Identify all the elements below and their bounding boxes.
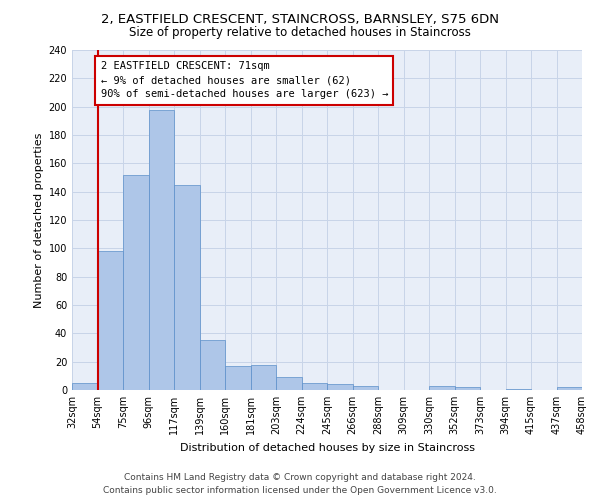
Text: Contains HM Land Registry data © Crown copyright and database right 2024.
Contai: Contains HM Land Registry data © Crown c…	[103, 473, 497, 495]
Bar	[123, 174, 149, 390]
Bar	[429, 386, 455, 390]
Bar	[302, 383, 327, 390]
Bar	[251, 364, 276, 390]
Bar	[174, 184, 199, 390]
Bar	[276, 378, 302, 390]
Bar	[455, 387, 480, 390]
Bar	[225, 366, 251, 390]
Bar	[327, 384, 353, 390]
Y-axis label: Number of detached properties: Number of detached properties	[34, 132, 44, 308]
Text: 2, EASTFIELD CRESCENT, STAINCROSS, BARNSLEY, S75 6DN: 2, EASTFIELD CRESCENT, STAINCROSS, BARNS…	[101, 12, 499, 26]
Bar	[353, 386, 378, 390]
Bar	[557, 387, 582, 390]
Bar	[505, 388, 531, 390]
Bar	[199, 340, 225, 390]
Bar	[149, 110, 174, 390]
Text: Size of property relative to detached houses in Staincross: Size of property relative to detached ho…	[129, 26, 471, 39]
X-axis label: Distribution of detached houses by size in Staincross: Distribution of detached houses by size …	[179, 442, 475, 452]
Text: 2 EASTFIELD CRESCENT: 71sqm
← 9% of detached houses are smaller (62)
90% of semi: 2 EASTFIELD CRESCENT: 71sqm ← 9% of deta…	[101, 62, 388, 100]
Bar	[72, 383, 97, 390]
Bar	[97, 251, 123, 390]
